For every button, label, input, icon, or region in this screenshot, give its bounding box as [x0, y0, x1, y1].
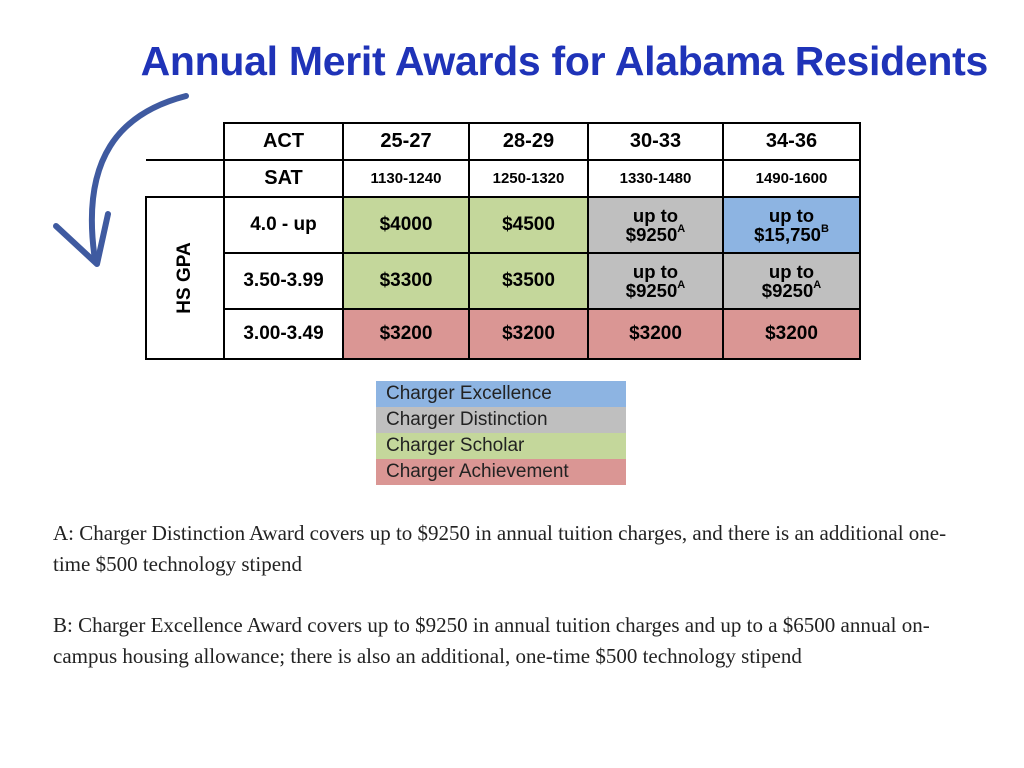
sat-range: 1490-1600 — [722, 159, 861, 198]
gpa-range: 3.00-3.49 — [223, 308, 344, 360]
sat-range: 1330-1480 — [587, 159, 724, 198]
gpa-row: HS GPA 4.0 - up $4000 $4500 up to $9250A … — [145, 196, 861, 360]
sat-row: SAT 1130-1240 1250-1320 1330-1480 1490-1… — [146, 159, 861, 198]
footnote-a: A: Charger Distinction Award covers up t… — [53, 521, 947, 576]
award-cell: $4500 — [468, 196, 589, 254]
page-title: Annual Merit Awards for Alabama Resident… — [140, 38, 989, 84]
act-row: ACT 25-27 28-29 30-33 34-36 — [146, 122, 861, 161]
award-cell: up to $15,750B — [722, 196, 861, 254]
legend-distinction: Charger Distinction — [376, 407, 626, 433]
legend-achievement: Charger Achievement — [376, 459, 626, 485]
act-label: ACT — [223, 122, 344, 161]
award-cell: up to $9250A — [587, 196, 724, 254]
act-range: 25-27 — [342, 122, 470, 161]
award-cell: $3200 — [468, 308, 589, 360]
act-range: 34-36 — [722, 122, 861, 161]
sat-range: 1130-1240 — [342, 159, 470, 198]
award-cell: $3200 — [587, 308, 724, 360]
gpa-range: 4.0 - up — [223, 196, 344, 254]
curved-arrow-icon — [53, 93, 189, 267]
gpa-row: 3.00-3.49 $3200 $3200 $3200 $3200 — [146, 308, 861, 360]
award-cell: $3200 — [342, 308, 470, 360]
sat-label: SAT — [223, 159, 344, 198]
sat-range: 1250-1320 — [468, 159, 589, 198]
footnotes: A: Charger Distinction Award covers up t… — [53, 518, 983, 702]
gpa-label: HS GPA — [145, 196, 225, 360]
award-cell: $3200 — [722, 308, 861, 360]
legend-scholar: Charger Scholar — [376, 433, 626, 459]
award-cell: $4000 — [342, 196, 470, 254]
award-cell: up to $9250A — [722, 252, 861, 310]
legend-excellence: Charger Excellence — [376, 381, 626, 407]
award-legend: Charger Excellence Charger Distinction C… — [376, 381, 626, 485]
award-cell: $3500 — [468, 252, 589, 310]
act-range: 28-29 — [468, 122, 589, 161]
gpa-range: 3.50-3.99 — [223, 252, 344, 310]
merit-awards-table: ACT 25-27 28-29 30-33 34-36 SAT 1130-124… — [145, 122, 861, 360]
award-cell: $3300 — [342, 252, 470, 310]
award-cell: up to $9250A — [587, 252, 724, 310]
gpa-row: 3.50-3.99 $3300 $3500 up to $9250A up to $… — [146, 252, 861, 310]
act-range: 30-33 — [587, 122, 724, 161]
footnote-b: B: Charger Excellence Award covers up to… — [53, 613, 930, 668]
